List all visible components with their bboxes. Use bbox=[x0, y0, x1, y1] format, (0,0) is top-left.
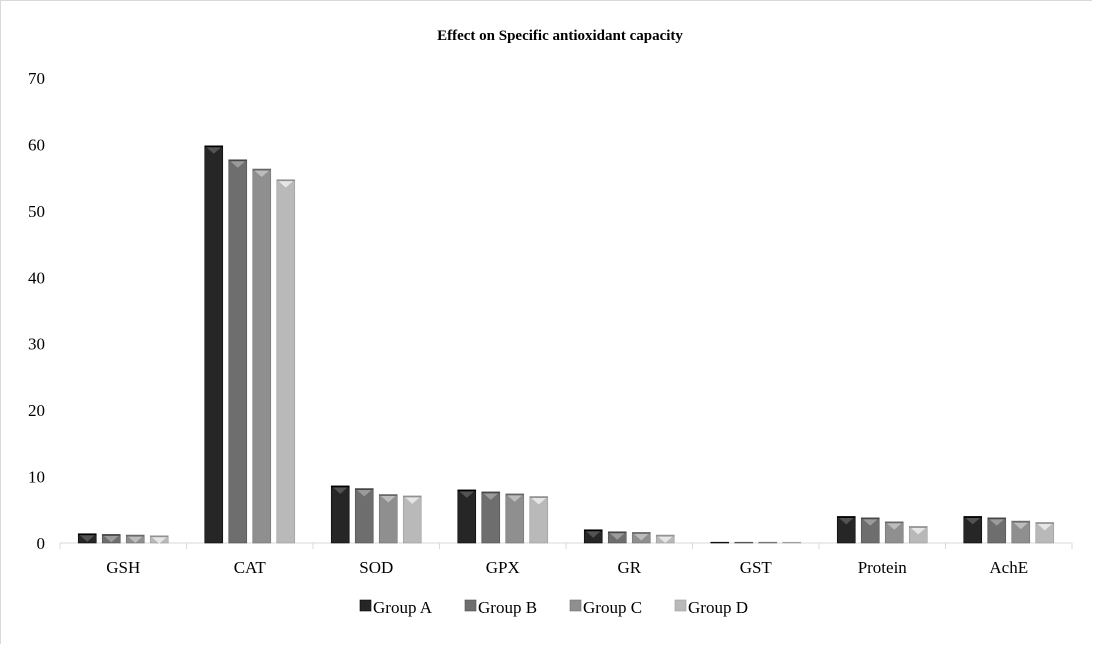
x-tick-label: GSH bbox=[106, 558, 140, 577]
bar bbox=[125, 534, 145, 544]
x-tick-label: GR bbox=[617, 558, 641, 577]
legend-swatch bbox=[674, 599, 687, 612]
bar bbox=[758, 541, 778, 544]
legend: Group A Group B Group C Group D bbox=[359, 598, 748, 617]
bar bbox=[481, 491, 501, 544]
y-tick-label: 30 bbox=[28, 335, 45, 354]
bar bbox=[710, 541, 730, 544]
x-tick-label: Protein bbox=[858, 558, 908, 577]
bar bbox=[908, 526, 928, 544]
bars bbox=[77, 145, 1055, 544]
y-tick-label: 70 bbox=[28, 69, 45, 88]
chart-title: Effect on Specific antioxidant capacity bbox=[437, 28, 683, 44]
x-tick-label: SOD bbox=[359, 558, 393, 577]
bar bbox=[963, 516, 983, 544]
x-tick-label: GPX bbox=[486, 558, 520, 577]
y-tick-label: 10 bbox=[28, 468, 45, 487]
bar bbox=[860, 517, 880, 544]
y-tick-label: 60 bbox=[28, 135, 45, 154]
bar bbox=[402, 495, 422, 544]
legend-item: Group C bbox=[569, 598, 642, 617]
bar bbox=[529, 496, 549, 544]
bar bbox=[354, 488, 374, 544]
y-tick-label: 20 bbox=[28, 401, 45, 420]
bar bbox=[631, 532, 651, 544]
bar bbox=[655, 534, 675, 544]
bar bbox=[1035, 522, 1055, 544]
bar bbox=[276, 179, 296, 544]
y-tick-label: 40 bbox=[28, 268, 45, 287]
bar bbox=[583, 529, 603, 544]
bar bbox=[987, 517, 1007, 544]
y-tick-label: 50 bbox=[28, 202, 45, 221]
bar bbox=[378, 494, 398, 544]
bar bbox=[734, 541, 754, 544]
x-axis: GSH CAT SOD GPX GR GST Protein AchE bbox=[59, 542, 1073, 577]
legend-swatch bbox=[464, 599, 477, 612]
bar bbox=[457, 489, 477, 544]
bar bbox=[149, 535, 169, 544]
bar bbox=[505, 493, 525, 544]
bar bbox=[782, 541, 802, 544]
bar bbox=[228, 159, 248, 544]
x-tick-label: GST bbox=[740, 558, 773, 577]
bar bbox=[252, 168, 272, 544]
bar bbox=[204, 145, 224, 544]
legend-item: Group D bbox=[674, 598, 748, 617]
legend-label: Group A bbox=[373, 598, 433, 617]
legend-label: Group C bbox=[583, 598, 642, 617]
bar bbox=[607, 531, 627, 544]
legend-swatch bbox=[569, 599, 582, 612]
legend-item: Group A bbox=[359, 598, 433, 617]
y-tick-label: 0 bbox=[37, 534, 46, 553]
bar bbox=[77, 533, 97, 544]
bar bbox=[330, 485, 350, 544]
bar bbox=[1011, 520, 1031, 544]
x-tick-label: AchE bbox=[989, 558, 1028, 577]
x-tick-label: CAT bbox=[234, 558, 267, 577]
legend-label: Group B bbox=[478, 598, 537, 617]
legend-item: Group B bbox=[464, 598, 537, 617]
bar bbox=[884, 521, 904, 544]
bar bbox=[836, 516, 856, 544]
legend-swatch bbox=[359, 599, 372, 612]
legend-label: Group D bbox=[688, 598, 748, 617]
bar bbox=[101, 534, 121, 544]
y-axis: 0 10 20 30 40 50 60 70 bbox=[28, 69, 45, 553]
